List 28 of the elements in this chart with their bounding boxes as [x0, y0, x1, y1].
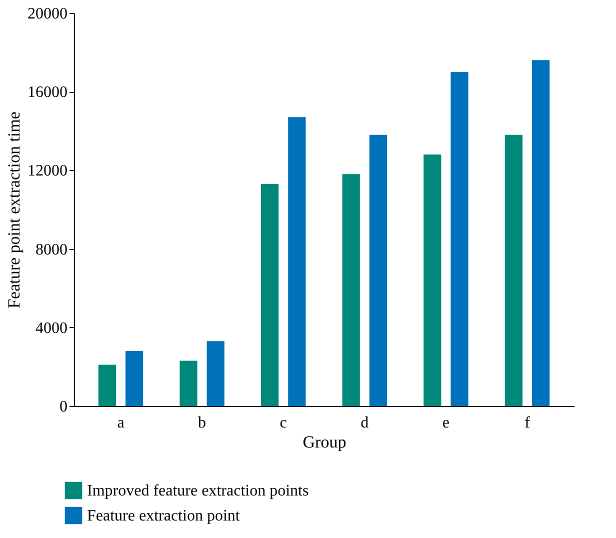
bar	[180, 360, 198, 406]
x-axis-title: Group	[302, 432, 346, 452]
bar	[369, 134, 388, 406]
x-tick-label: c	[280, 414, 287, 432]
y-tick-label: 0	[60, 398, 68, 416]
bar	[125, 350, 144, 406]
y-tick-label: 16000	[28, 84, 68, 102]
bar	[424, 154, 442, 406]
x-tick-label: f	[524, 414, 531, 432]
legend-label: Feature extraction point	[87, 508, 240, 524]
x-tick-label: b	[198, 414, 206, 432]
bar	[342, 174, 360, 406]
y-tick-label: 20000	[28, 6, 68, 22]
x-tick-label: d	[360, 414, 369, 432]
y-axis-title: Feature point extraction time	[4, 112, 24, 308]
x-tick-label: a	[117, 414, 124, 432]
bar	[206, 341, 224, 406]
legend-label: Improved feature extraction points	[87, 482, 309, 500]
y-tick-label: 4000	[36, 320, 68, 337]
bar	[288, 117, 306, 406]
y-tick-label: 8000	[36, 241, 68, 258]
bar	[98, 364, 116, 406]
x-tick-label: e	[442, 414, 450, 432]
bar	[450, 72, 468, 406]
y-tick-label: 12000	[28, 162, 68, 180]
bar	[532, 60, 550, 406]
bar	[260, 184, 279, 406]
bar	[504, 134, 523, 406]
